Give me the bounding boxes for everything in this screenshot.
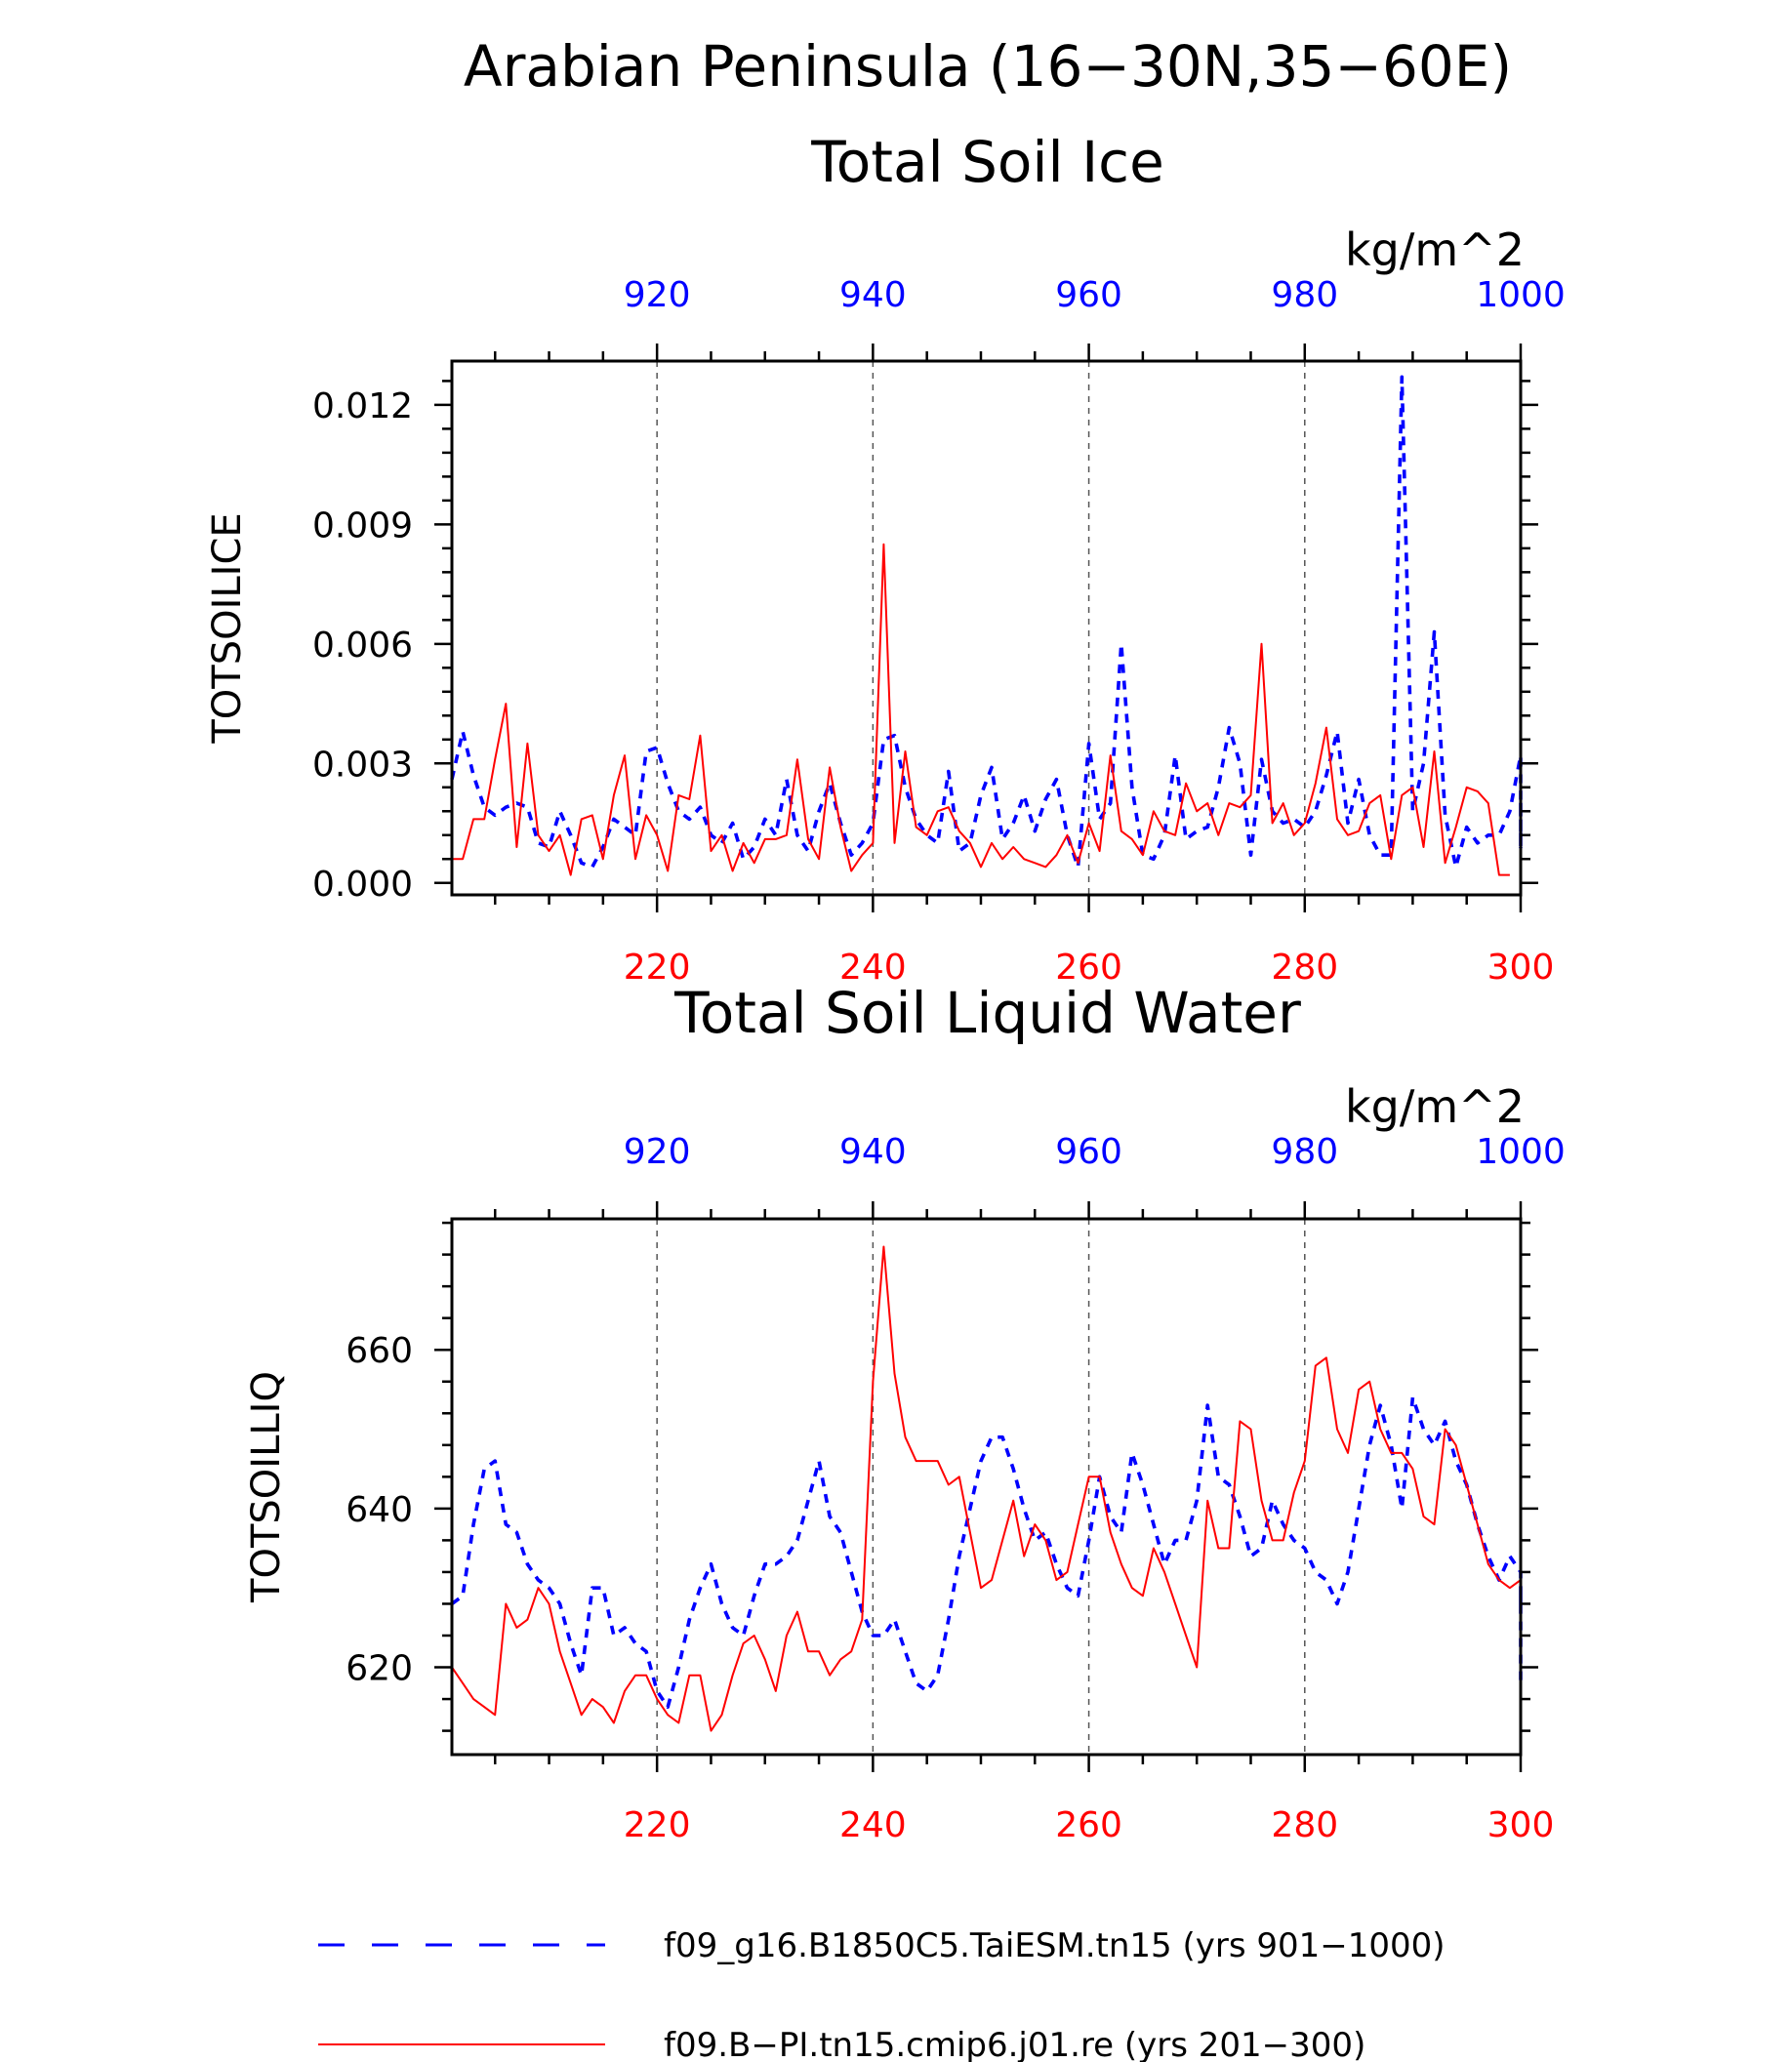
plot-frame — [450, 359, 1523, 897]
x-tick-label-top: 1000 — [1476, 275, 1566, 315]
x-tick-label-bottom: 300 — [1487, 948, 1555, 988]
series-line-cmip6 — [451, 1245, 1522, 1732]
panel-total-soil-liquid-water: Total Soil Liquid Water kg/m^2 220 240 260 28… — [244, 980, 1566, 1845]
legend: f09_g16.B1850C5.TaiESM.tn15 (yrs 901−100… — [318, 1926, 1446, 2062]
series-line-taiesm — [450, 1395, 1523, 1709]
x-tick-label-bottom: 300 — [1487, 1805, 1555, 1845]
y-tick-label: 640 — [346, 1490, 413, 1530]
y-axis-label: TOTSOILICE — [205, 512, 250, 744]
series-line-taiesm — [450, 375, 1523, 869]
plot-frame — [450, 1217, 1523, 1757]
x-tick-label-top: 980 — [1271, 1132, 1338, 1172]
x-tick-label-top: 920 — [624, 1132, 691, 1172]
y-axis-label: TOTSOILLIQ — [244, 1371, 289, 1603]
y-tick-label: 0.006 — [312, 626, 413, 666]
x-tick-label-top: 940 — [839, 1132, 907, 1172]
x-tick-label-bottom: 280 — [1271, 948, 1338, 988]
x-tick-label-bottom: 220 — [624, 948, 691, 988]
panel-title: Total Soil Liquid Water — [673, 980, 1301, 1046]
legend-label-cmip6: f09.B−PI.tn15.cmip6.j01.re (yrs 201−300) — [664, 2026, 1365, 2062]
series-line-cmip6 — [452, 543, 1510, 876]
unit-label: kg/m^2 — [1345, 223, 1525, 276]
x-tick-label-bottom: 240 — [839, 1805, 907, 1845]
x-tick-label-bottom: 260 — [1055, 1805, 1122, 1845]
x-tick-label-top: 960 — [1055, 1132, 1122, 1172]
figure-title: Arabian Peninsula (16−30N,35−60E) — [464, 33, 1512, 100]
x-tick-label-bottom: 220 — [624, 1805, 691, 1845]
x-tick-label-top: 960 — [1055, 275, 1122, 315]
x-tick-label-bottom: 260 — [1055, 948, 1122, 988]
unit-label: kg/m^2 — [1345, 1080, 1525, 1133]
x-tick-label-top: 980 — [1271, 275, 1338, 315]
x-tick-label-top: 920 — [624, 275, 691, 315]
y-tick-label: 0.003 — [312, 745, 413, 785]
y-tick-label: 660 — [346, 1331, 413, 1371]
panel-total-soil-ice: Total Soil Ice kg/m^2 220 240 260 280 300 920 94… — [205, 129, 1566, 988]
x-tick-label-bottom: 280 — [1271, 1805, 1338, 1845]
panel-title: Total Soil Ice — [810, 129, 1164, 195]
y-tick-label: 0.012 — [312, 386, 413, 426]
x-tick-label-top: 940 — [839, 275, 907, 315]
x-tick-label-top: 1000 — [1476, 1132, 1566, 1172]
y-tick-label: 0.009 — [312, 505, 413, 546]
x-tick-label-bottom: 240 — [839, 948, 907, 988]
legend-label-taiesm: f09_g16.B1850C5.TaiESM.tn15 (yrs 901−100… — [664, 1926, 1446, 1965]
y-tick-label: 0.000 — [312, 865, 413, 905]
y-tick-label: 620 — [346, 1649, 413, 1689]
